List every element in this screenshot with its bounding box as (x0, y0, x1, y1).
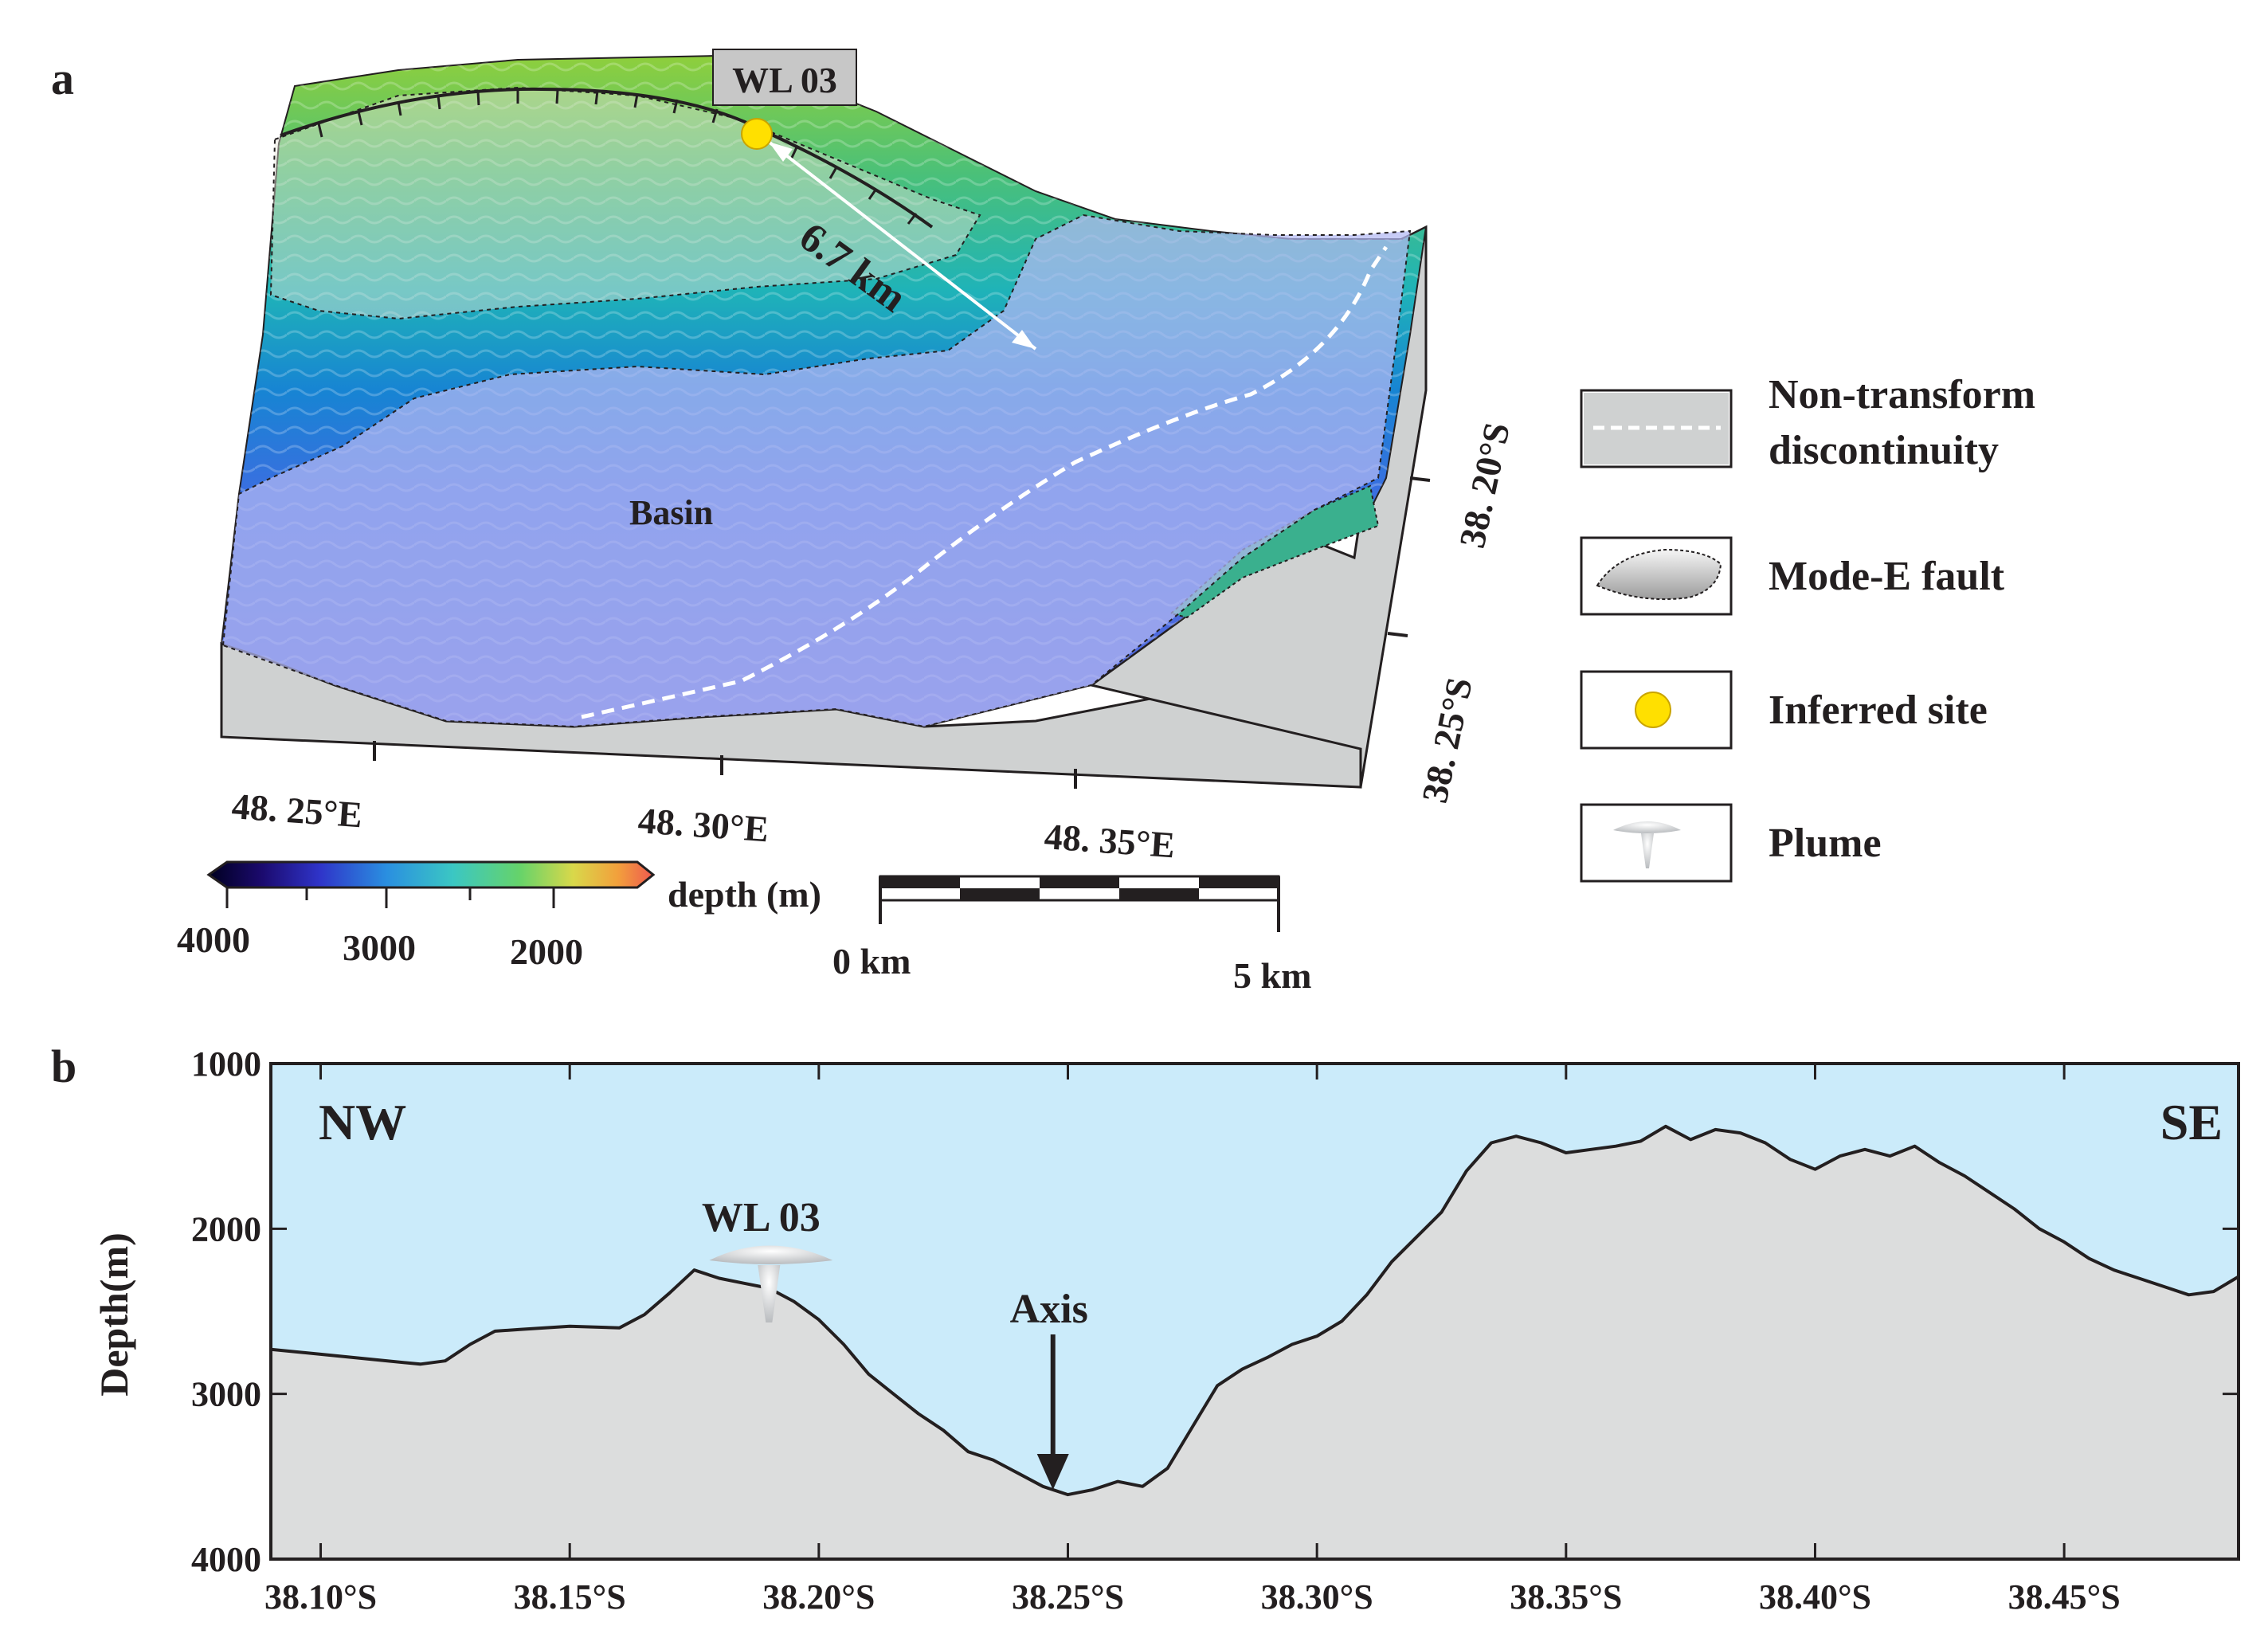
lon-tick-2: 48. 30°E (637, 800, 770, 849)
y-tick-label: 1000 (191, 1044, 261, 1083)
fault-scarp-line (280, 87, 934, 229)
seafloor-fill (271, 1126, 2239, 1559)
non-transform-discontinuity-line (581, 245, 1389, 719)
axis-arrowhead (1036, 1454, 1069, 1490)
se-label: SE (2160, 1094, 2223, 1150)
distance-arrowhead-start (769, 142, 793, 162)
site-label-a: WL 03 (732, 60, 837, 100)
site-label-b: WL 03 (702, 1195, 821, 1240)
lon-tick-marks (373, 741, 1077, 789)
panel-b-label: b (51, 1040, 76, 1092)
scale-bar-end: 5 km (1233, 955, 1311, 996)
colorbar-tick-4000: 4000 (177, 919, 250, 960)
scale-bar-start: 0 km (832, 941, 911, 982)
plume-icon (1613, 821, 1681, 868)
distance-arrow (767, 140, 1037, 351)
mode-e-fault-overlay (269, 86, 981, 320)
y-tick-label: 3000 (191, 1375, 261, 1414)
lon-tick-1: 48. 25°E (230, 786, 363, 835)
x-tick-label: 38.30°S (1261, 1577, 1373, 1616)
basin-overlay (221, 214, 1412, 728)
legend-label-site: Inferred site (1769, 688, 1988, 733)
x-tick-label: 38.25°S (1012, 1577, 1124, 1616)
plot-frame (269, 1062, 2240, 1561)
colorbar-title: depth (m) (668, 874, 821, 915)
lat-tick-1: 38. 20°S (1451, 419, 1518, 551)
lat-tick-2: 38. 25°S (1414, 674, 1480, 806)
colorbar-tick-2000: 2000 (510, 931, 583, 972)
site-label-box (712, 49, 857, 106)
legend-label-fault: Mode-E fault (1769, 554, 2005, 599)
y-axis-label: Depth(m) (92, 1232, 136, 1397)
plume-stem (758, 1265, 781, 1322)
legend-label-nontransform-1: Non-transform (1769, 372, 2035, 417)
colorbar-tick-3000: 3000 (343, 927, 416, 968)
legend-swatch-plume (1580, 803, 1733, 883)
basin-label: Basin (629, 493, 713, 532)
x-tick-label: 38.35°S (1510, 1577, 1622, 1616)
fault-scarp-ticks (317, 89, 918, 225)
seafloor-profile-line (270, 1124, 2240, 1497)
axis-label: Axis (1010, 1287, 1088, 1332)
yellow-dot-icon (1635, 692, 1671, 728)
panel-a-label: a (51, 53, 74, 104)
plume-icon (709, 1245, 833, 1264)
profile-chart: 38.10°S 38.15°S 38.20°S 38.25°S 38.30°S 38.35… (92, 1044, 2240, 1616)
nw-label: NW (319, 1094, 406, 1150)
lat-tick-marks (1387, 476, 1431, 637)
legend-label-nontransform-2: discontinuity (1769, 428, 1999, 473)
depth-colorbar (206, 860, 656, 908)
x-tick-label: 38.40°S (1759, 1577, 1871, 1616)
y-tick-label: 2000 (191, 1209, 261, 1248)
x-tick-label: 38.15°S (514, 1577, 626, 1616)
x-tick-label: 38.10°S (264, 1577, 377, 1616)
legend: Non-transform discontinuity Mode-E fault… (1580, 372, 2035, 883)
y-tick-label: 4000 (191, 1540, 261, 1579)
fault-surface-icon (1596, 548, 1722, 601)
x-tick-label: 38.20°S (762, 1577, 875, 1616)
x-tick-label: 38.45°S (2008, 1577, 2121, 1616)
inferred-site-marker (741, 118, 773, 150)
legend-label-plume: Plume (1769, 821, 1882, 866)
scale-bar (879, 875, 1280, 932)
distance-arrowhead-end (1012, 330, 1036, 349)
lon-tick-3: 48. 35°E (1043, 816, 1176, 865)
